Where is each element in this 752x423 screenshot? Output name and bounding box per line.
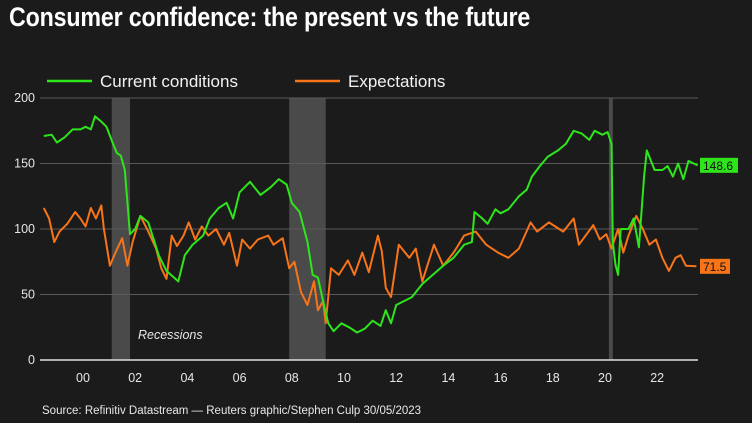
legend: Current conditions Expectations <box>47 72 445 91</box>
y-tick-label: 50 <box>21 288 35 302</box>
y-tick-label: 100 <box>14 222 35 236</box>
series-lines <box>42 115 699 334</box>
x-tick-label: 04 <box>180 371 194 385</box>
x-tick-label: 10 <box>337 371 351 385</box>
x-tick-label: 14 <box>441 371 455 385</box>
y-axis-ticks: 0 50 100 150 200 <box>14 91 35 367</box>
x-axis-ticks: 00 02 04 06 08 10 12 14 16 18 20 22 <box>76 371 664 385</box>
x-tick-label: 22 <box>650 371 664 385</box>
legend-label-current: Current conditions <box>100 72 238 91</box>
x-tick-label: 02 <box>128 371 142 385</box>
x-tick-label: 00 <box>76 371 90 385</box>
last-value-expectations: 71.5 <box>703 260 727 274</box>
series-line-expectations <box>42 204 697 325</box>
y-tick-label: 150 <box>14 157 35 171</box>
recessions-label: Recessions <box>138 328 203 342</box>
x-tick-label: 20 <box>598 371 612 385</box>
y-tick-label: 0 <box>28 353 35 367</box>
x-tick-label: 16 <box>494 371 508 385</box>
gridlines <box>40 97 698 361</box>
x-tick-label: 06 <box>233 371 247 385</box>
last-value-box-current <box>700 157 738 173</box>
x-tick-label: 12 <box>389 371 403 385</box>
x-tick-label: 08 <box>285 371 299 385</box>
series-line-current-conditions <box>43 115 699 334</box>
legend-label-expectations: Expectations <box>348 72 445 91</box>
y-tick-label: 200 <box>14 91 35 105</box>
chart-title: Consumer confidence: the present vs the … <box>9 2 531 32</box>
x-tick-label: 18 <box>546 371 560 385</box>
last-value-labels: 148.6 71.5 <box>700 157 738 274</box>
last-value-current: 148.6 <box>703 159 733 173</box>
source-note: Source: Refinitiv Datastream — Reuters g… <box>42 405 422 417</box>
last-value-box-expectations <box>700 258 730 274</box>
